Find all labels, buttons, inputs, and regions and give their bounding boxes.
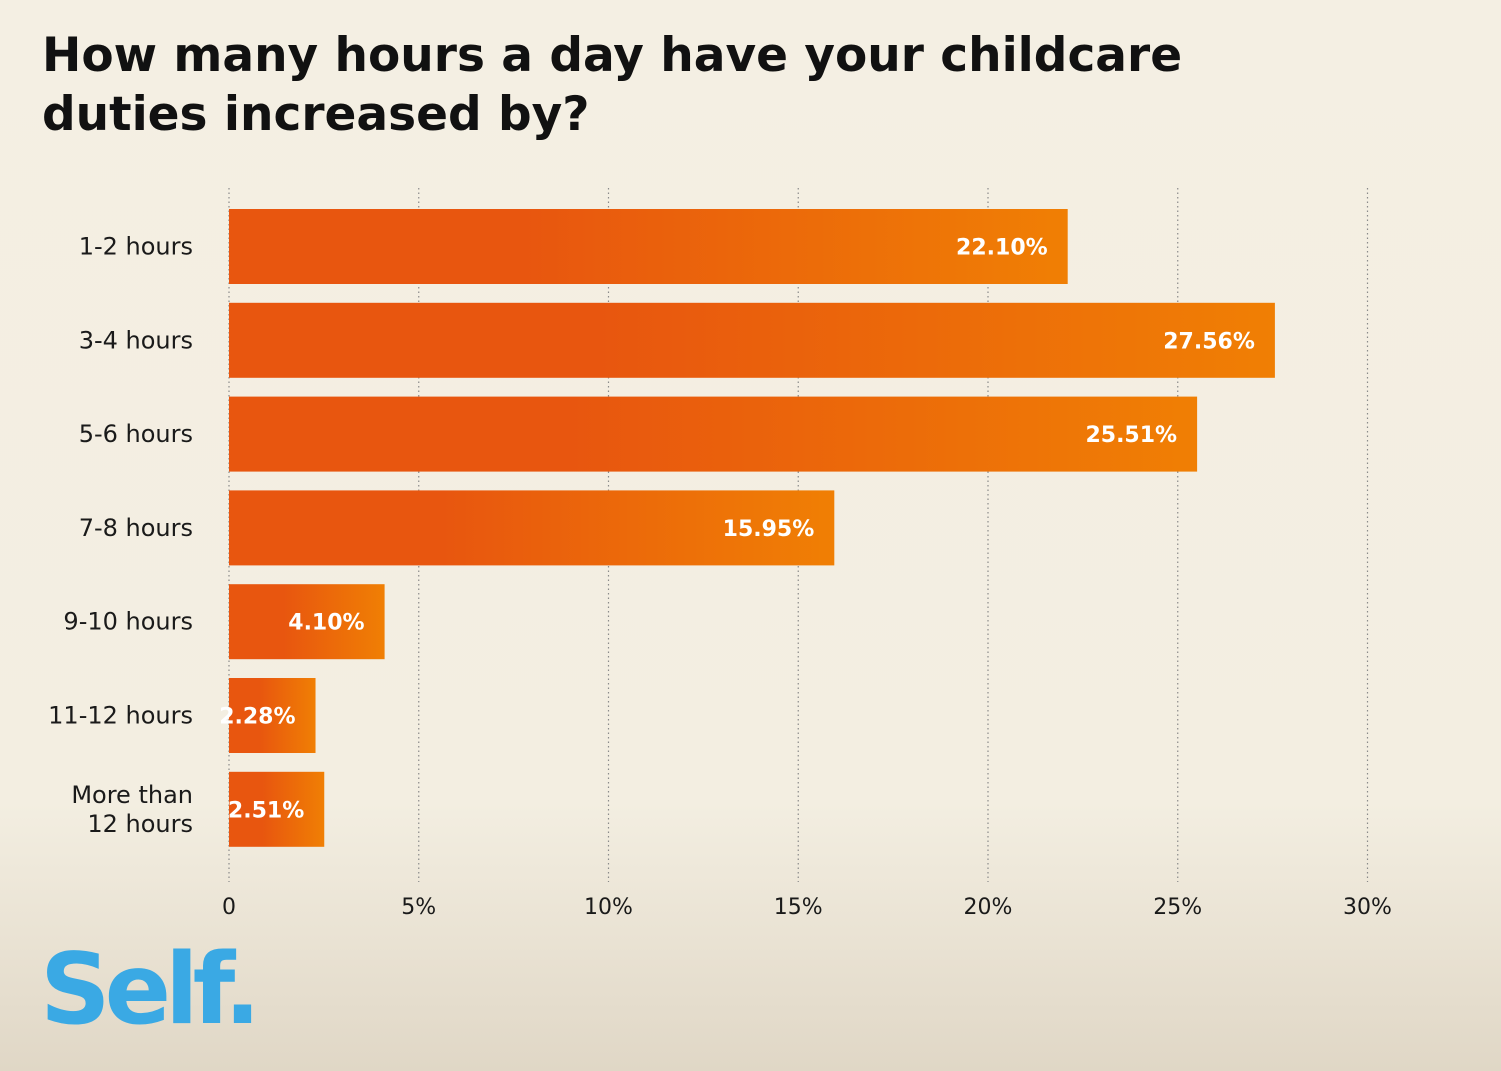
- category-label: More than 12 hours: [71, 781, 193, 838]
- x-tick-label: 25%: [1153, 895, 1202, 920]
- category-label: 11-12 hours: [48, 702, 193, 730]
- value-label: 22.10%: [956, 236, 1048, 261]
- bar: [229, 771, 325, 847]
- category-label-line: 3-4 hours: [79, 326, 193, 354]
- value-label: 4.10%: [288, 611, 364, 636]
- value-label: 27.56%: [1163, 329, 1255, 354]
- category-labels: 1-2 hours 3-4 hours 5-6 hours 7-8 hours 9-10…: [48, 233, 193, 838]
- brand-name: Self: [40, 933, 230, 1047]
- category-label: 9-10 hours: [63, 608, 193, 636]
- category-label-line: 11-12 hours: [48, 702, 193, 730]
- bar: [229, 678, 316, 753]
- x-tick-label: 20%: [964, 895, 1013, 920]
- x-tick-label: 10%: [584, 895, 633, 920]
- brand-dot: .: [223, 933, 261, 1047]
- chart-title: How many hours a day have your childcare…: [42, 28, 1183, 142]
- category-label: 3-4 hours: [79, 326, 193, 354]
- value-label: 15.95%: [723, 517, 815, 542]
- bar: [229, 584, 385, 660]
- value-label: 25.51%: [1085, 423, 1177, 448]
- category-label-line: 7-8 hours: [79, 514, 193, 542]
- category-label: 7-8 hours: [79, 514, 193, 542]
- x-axis-ticks: 0 5% 10% 15% 20% 25% 30%: [222, 895, 1392, 920]
- value-label: 2.28%: [219, 705, 295, 730]
- category-label-line: 1-2 hours: [79, 233, 193, 261]
- value-label: 2.51%: [228, 798, 304, 823]
- category-label-line: 9-10 hours: [63, 608, 193, 636]
- x-tick-label: 0: [222, 895, 236, 920]
- self-logo: Self.: [40, 940, 261, 1040]
- category-label-line: 12 hours: [87, 810, 193, 838]
- x-tick-label: 15%: [774, 895, 823, 920]
- category-label-line: 5-6 hours: [79, 420, 193, 448]
- category-label: 5-6 hours: [79, 420, 193, 448]
- bar: [229, 396, 1198, 472]
- x-tick-label: 5%: [401, 895, 436, 920]
- x-tick-label: 30%: [1343, 895, 1392, 920]
- bar: [229, 490, 835, 566]
- value-labels: 22.10% 27.56% 25.51% 15.95% 4.10% 2.28% 2.51%: [219, 236, 1255, 824]
- bar: [229, 302, 1275, 378]
- bar: [229, 209, 1068, 284]
- bars: [229, 209, 1275, 847]
- category-label: 1-2 hours: [79, 233, 193, 261]
- category-label-line: More than: [71, 781, 193, 809]
